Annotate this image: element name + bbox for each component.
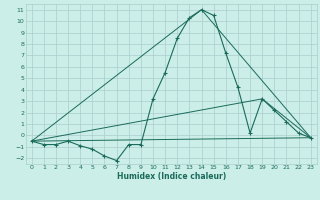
- X-axis label: Humidex (Indice chaleur): Humidex (Indice chaleur): [116, 172, 226, 181]
